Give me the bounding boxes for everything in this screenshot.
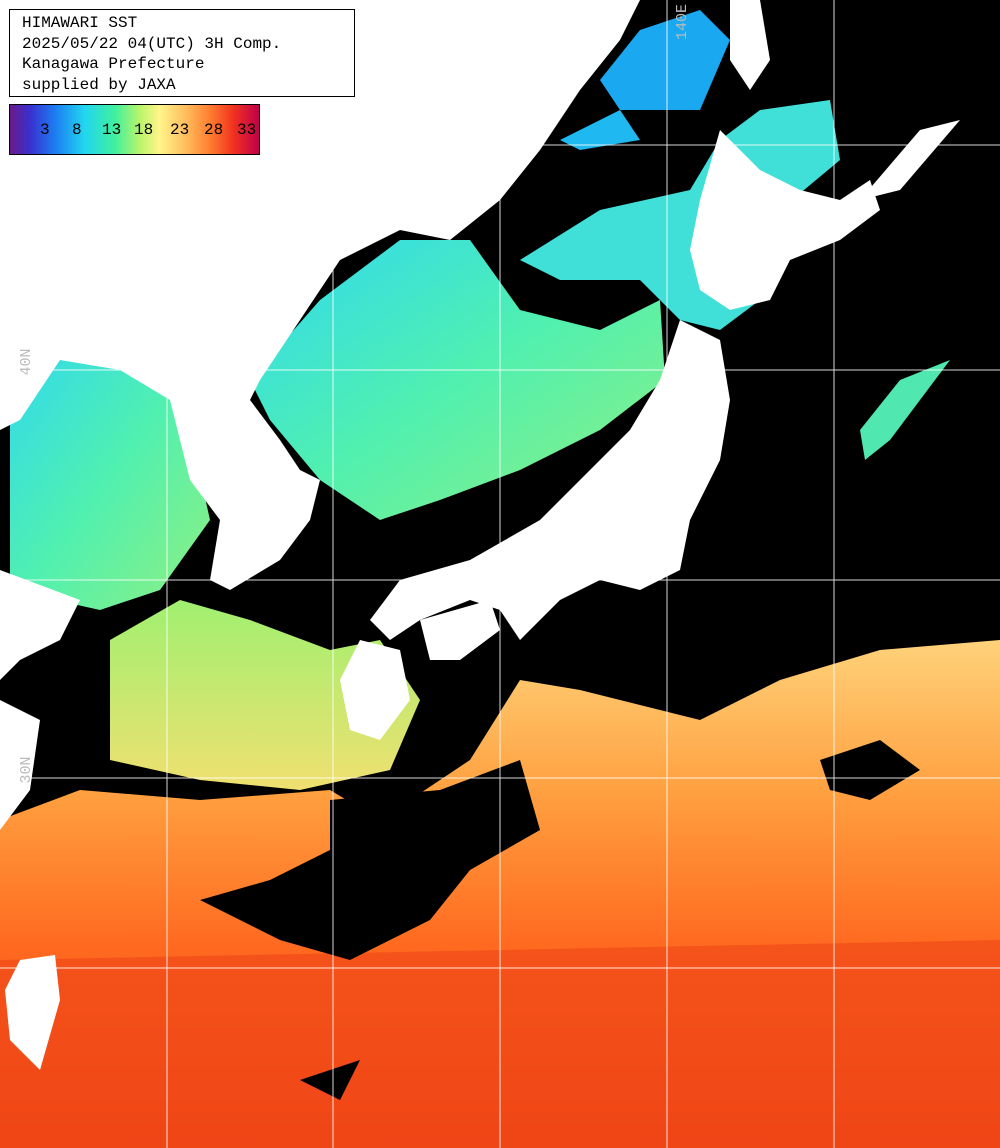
legend-tick: 8: [72, 121, 82, 139]
cloud: [820, 740, 920, 800]
cool-sea: [250, 240, 665, 520]
legend-tick: 3: [40, 121, 50, 139]
legend-tick: 23: [170, 121, 190, 139]
mid-sea: [110, 600, 420, 790]
color-bar: 3 8 13 18 23 28 33: [9, 104, 260, 155]
legend-tick: 33: [237, 121, 257, 139]
cloud: [300, 1060, 360, 1100]
lon-label: 140E: [674, 4, 691, 40]
cold-sea: [560, 110, 640, 150]
legend-tick: 13: [102, 121, 122, 139]
info-box: HIMAWARI SST 2025/05/22 04(UTC) 3H Comp.…: [9, 9, 355, 97]
credit: supplied by JAXA: [22, 75, 176, 94]
cool-sea: [10, 340, 210, 610]
cold-sea: [600, 10, 730, 110]
cool-sea: [860, 360, 950, 460]
timestamp: 2025/05/22 04(UTC) 3H Comp.: [22, 34, 282, 53]
legend-tick: 28: [204, 121, 224, 139]
lat-label: 30N: [18, 756, 35, 783]
lat-label: 40N: [18, 348, 35, 375]
cloud: [200, 760, 540, 960]
region: Kanagawa Prefecture: [22, 55, 205, 73]
title: HIMAWARI SST: [22, 14, 138, 32]
legend-tick: 18: [134, 121, 154, 139]
